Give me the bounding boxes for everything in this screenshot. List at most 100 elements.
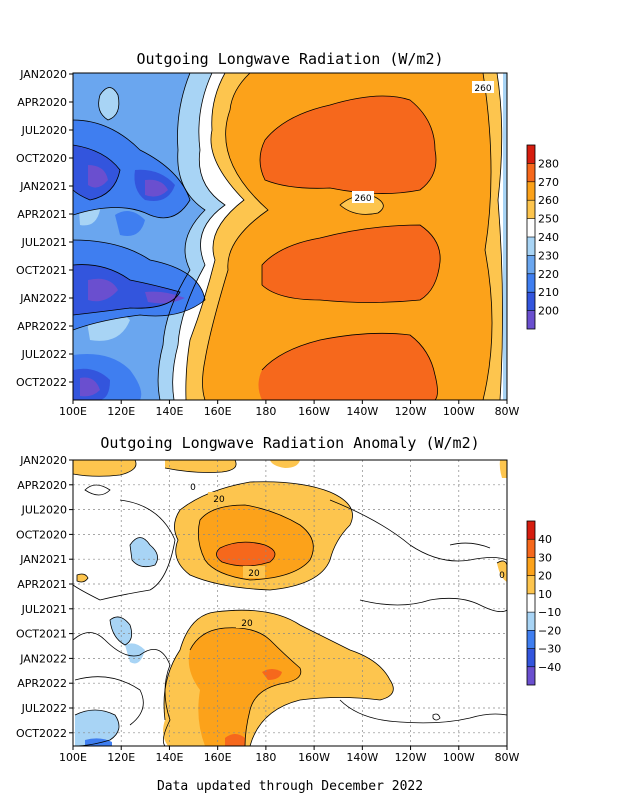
colorbar-label: 40 xyxy=(538,533,552,546)
y-tick-label: JAN2022 xyxy=(19,292,67,305)
contour-label: 0 xyxy=(499,571,505,581)
panel2-y-axis: JAN2020 APR2020 JUL2020 OCT2020 JAN2021 APR20… xyxy=(16,454,73,740)
contour-label: 260 xyxy=(354,194,371,204)
contour-label: 260 xyxy=(474,84,491,94)
colorbar-label: 280 xyxy=(538,157,559,170)
colorbar-label: 30 xyxy=(538,551,552,564)
colorbar-swatch xyxy=(527,666,535,685)
y-tick-label: OCT2021 xyxy=(16,628,67,641)
colorbar-swatch xyxy=(527,292,535,311)
panel1-contour-labels: 260 260 xyxy=(352,81,494,204)
colorbar-swatch xyxy=(527,273,535,293)
panel2-title: Outgoing Longwave Radiation Anomaly (W/m… xyxy=(100,434,479,452)
colorbar-label: 10 xyxy=(538,588,552,601)
y-tick-label: OCT2022 xyxy=(16,727,67,740)
panel2-frame xyxy=(72,459,508,747)
x-tick-label: 140W xyxy=(346,405,378,418)
colorbar-swatch xyxy=(527,612,535,631)
colorbar-swatch xyxy=(527,521,535,540)
colorbar-swatch xyxy=(527,648,535,667)
y-tick-label: APR2021 xyxy=(17,578,67,591)
y-tick-label: JUL2022 xyxy=(21,702,67,715)
x-tick-label: 100E xyxy=(59,405,87,418)
x-tick-label: 80W xyxy=(495,405,520,418)
panel1-y-axis: JAN2020 APR2020 JUL2020 OCT2020 JAN2021 APR20… xyxy=(16,68,73,389)
colorbar-frame xyxy=(526,520,536,686)
panel1-contours xyxy=(73,73,503,400)
y-tick-label: APR2020 xyxy=(17,96,67,109)
contour-label: 20 xyxy=(213,495,225,505)
panel1-x-axis: 100E 120E 140E 160E 180 160W 140W 120W 100W 80W xyxy=(59,400,520,418)
colorbar-swatch xyxy=(527,237,535,256)
colorbar-label: 270 xyxy=(538,176,559,189)
panel2-colorbar: −40 −30 −20 −10 10 20 30 40 xyxy=(526,520,561,686)
colorbar-swatch xyxy=(527,575,535,594)
x-tick-label: 180 xyxy=(255,405,276,418)
colorbar-label: 20 xyxy=(538,570,552,583)
x-tick-label: 160E xyxy=(204,405,232,418)
x-tick-label: 160W xyxy=(298,751,330,764)
y-tick-label: JAN2020 xyxy=(19,68,67,81)
panel1-field xyxy=(73,73,507,400)
colorbar-swatch xyxy=(527,310,535,329)
y-tick-label: OCT2020 xyxy=(16,528,67,541)
colorbar-swatch xyxy=(527,557,535,576)
y-tick-label: JAN2022 xyxy=(19,652,67,665)
colorbar-swatch xyxy=(527,200,535,219)
x-tick-label: 120E xyxy=(107,405,135,418)
colorbar-label: 250 xyxy=(538,213,559,226)
colorbar-label: −30 xyxy=(538,643,561,656)
y-tick-label: OCT2020 xyxy=(16,152,67,165)
y-tick-label: JUL2022 xyxy=(21,348,67,361)
colorbar-swatch xyxy=(527,255,535,274)
colorbar-label: −40 xyxy=(538,661,561,674)
colorbar-swatch xyxy=(527,181,535,201)
x-tick-label: 160E xyxy=(204,751,232,764)
x-tick-label: 120E xyxy=(107,751,135,764)
panel2-x-axis: 100E 120E 140E 160E 180 160W 140W 120W 100W 80W xyxy=(59,746,520,764)
colorbar-label: 230 xyxy=(538,249,559,262)
panel1-frame xyxy=(72,72,508,401)
x-tick-label: 100E xyxy=(59,751,87,764)
x-tick-label: 160W xyxy=(298,405,330,418)
colorbar-label: 200 xyxy=(538,305,559,318)
x-tick-label: 100W xyxy=(443,405,475,418)
contour-label: 20 xyxy=(248,569,260,579)
footer-note: Data updated through December 2022 xyxy=(157,779,423,794)
y-tick-label: JAN2021 xyxy=(19,553,67,566)
panel2-grid xyxy=(73,460,507,746)
colorbar-label: 210 xyxy=(538,286,559,299)
colorbar-swatch xyxy=(527,163,535,182)
y-tick-label: JUL2020 xyxy=(21,504,67,517)
y-tick-label: JAN2021 xyxy=(19,180,67,193)
contour-label: 0 xyxy=(190,483,196,493)
panel2-contours xyxy=(73,460,507,746)
colorbar-swatch xyxy=(527,593,535,613)
panel2-field xyxy=(73,460,507,746)
colorbar-label: 220 xyxy=(538,268,559,281)
x-tick-label: 180 xyxy=(255,751,276,764)
x-tick-label: 140E xyxy=(155,405,183,418)
colorbar-label: −20 xyxy=(538,624,561,637)
y-tick-label: APR2022 xyxy=(17,320,67,333)
x-tick-label: 140E xyxy=(155,751,183,764)
panel2-contour-labels: 20 20 20 0 0 xyxy=(190,483,505,629)
panel1-title: Outgoing Longwave Radiation (W/m2) xyxy=(136,50,443,68)
colorbar-swatch xyxy=(527,145,535,164)
contour-label: 20 xyxy=(241,619,253,629)
colorbar-label: 260 xyxy=(538,194,559,207)
colorbar-swatch xyxy=(527,218,535,237)
y-tick-label: JUL2021 xyxy=(21,236,67,249)
y-tick-label: APR2021 xyxy=(17,208,67,221)
y-tick-label: JUL2020 xyxy=(21,124,67,137)
panel1-colorbar: 200 210 220 230 240 250 260 270 280 xyxy=(526,144,559,330)
colorbar-swatch xyxy=(527,539,535,558)
y-tick-label: OCT2021 xyxy=(16,264,67,277)
y-tick-label: JAN2020 xyxy=(19,454,67,467)
y-tick-label: APR2020 xyxy=(17,479,67,492)
x-tick-label: 120W xyxy=(395,405,427,418)
colorbar-label: 240 xyxy=(538,231,559,244)
colorbar-swatch xyxy=(527,630,535,649)
x-tick-label: 100W xyxy=(443,751,475,764)
